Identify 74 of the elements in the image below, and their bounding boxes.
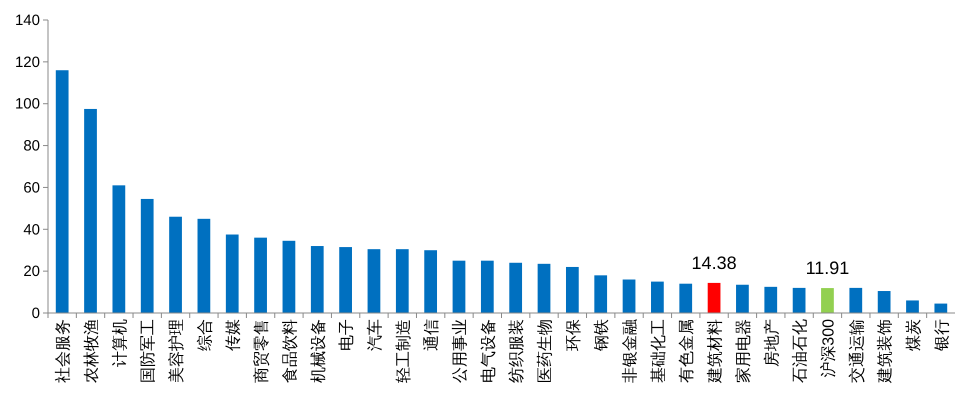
x-tick-label: 建筑材料 [706,319,724,384]
y-tick-label: 80 [23,138,40,155]
bar [282,240,296,313]
bar [424,250,438,313]
bar [480,260,494,313]
x-tick-label: 综合 [196,319,214,351]
x-tick-label: 沪深300 [819,318,838,378]
bar [396,249,409,313]
x-tick-label: 轻工制造 [394,319,412,383]
x-tick-label: 电子 [338,319,356,351]
x-tick-label: 银行 [934,319,951,352]
x-tick-label: 社会服务 [54,319,72,383]
bar [934,304,948,313]
bar [906,300,919,313]
bar [566,266,579,313]
x-tick-label: 有色金属 [678,319,696,383]
bar [452,260,466,313]
y-tick-label: 40 [23,221,40,238]
x-tick-label: 美容护理 [168,319,186,383]
x-tick-label: 纺织服装 [508,319,526,383]
x-tick-label: 交通运输 [848,319,866,383]
x-tick-label: 机械设备 [309,319,328,383]
x-tick-label: 石油石化 [791,319,810,383]
x-tick-label: 钢铁 [594,319,611,352]
x-tick-label: 环保 [565,319,582,351]
y-tick-label: 60 [23,179,40,196]
x-tick-label: 家用电器 [734,319,752,383]
x-tick-label: 商贸零售 [252,319,271,383]
bar [339,247,352,313]
x-tick-label: 医药生物 [536,319,554,383]
x-tick-label: 汽车 [366,319,384,351]
x-tick-label: 计算机 [110,319,129,367]
y-tick-label: 120 [14,54,40,71]
bar [792,288,806,313]
bar [651,282,664,313]
x-tick-label: 农林牧渔 [82,319,101,383]
bar [764,286,778,313]
x-tick-label: 电气设备 [479,319,498,383]
bar [140,198,154,313]
bar [821,288,834,313]
bar [310,246,324,313]
data-label: 11.91 [806,258,850,278]
y-tick-label: 0 [32,305,40,322]
x-tick-label: 公用事业 [450,319,469,383]
bar [169,216,182,313]
y-tick-label: 20 [23,263,40,280]
y-tick-label: 100 [14,96,40,113]
bar [509,262,522,313]
x-tick-label: 基础化工 [649,319,668,383]
bar [679,284,692,313]
bar [226,234,239,313]
bar [708,282,720,313]
bar [622,280,636,313]
x-tick-label: 传媒 [225,319,242,351]
x-tick-label: 房地产 [762,319,781,367]
x-tick-label: 煤炭 [904,319,922,351]
bar [538,264,550,313]
x-tick-label: 非银金融 [621,319,640,383]
bar [198,218,210,313]
bar [849,288,862,313]
bar [368,249,380,313]
bar [878,291,891,313]
x-tick-label: 国防军工 [139,319,158,383]
y-tick-label: 140 [14,12,40,29]
bar [594,275,608,313]
bar [736,284,749,313]
bar [56,70,69,313]
data-label: 14.38 [692,252,737,273]
bar [84,108,97,313]
x-tick-label: 建筑装饰 [876,319,894,384]
x-tick-label: 通信 [422,319,441,351]
bar [112,185,126,313]
bar [254,238,267,313]
x-tick-label: 食品饮料 [280,319,299,383]
